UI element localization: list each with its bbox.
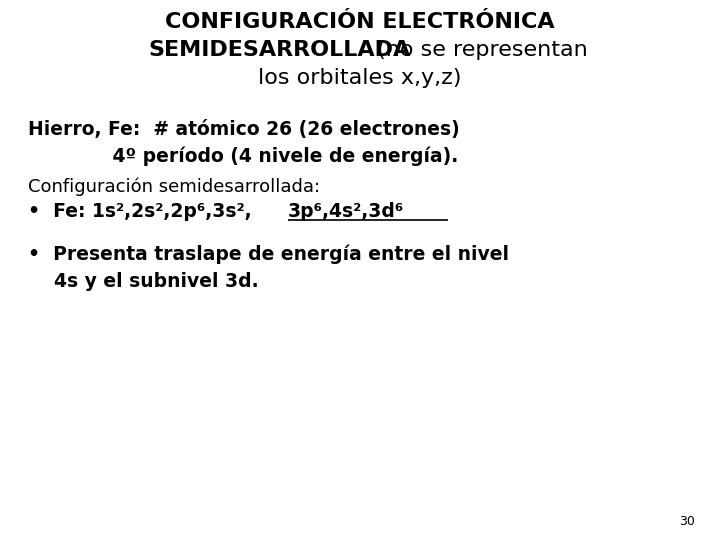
Text: •  Presenta traslape de energía entre el nivel: • Presenta traslape de energía entre el … [28, 245, 509, 265]
Text: (no se representan: (no se representan [370, 40, 588, 60]
Text: 3p⁶,4s²,3d⁶: 3p⁶,4s²,3d⁶ [288, 202, 404, 221]
Text: 4º período (4 nivele de energía).: 4º período (4 nivele de energía). [28, 147, 458, 166]
Text: los orbitales x,y,z): los orbitales x,y,z) [258, 68, 462, 88]
Text: Configuración semidesarrollada:: Configuración semidesarrollada: [28, 178, 320, 197]
Text: 30: 30 [679, 515, 695, 528]
Text: •  Fe: 1s²,2s²,2p⁶,3s²,: • Fe: 1s²,2s²,2p⁶,3s², [28, 202, 251, 221]
Text: SEMIDESARROLLADA: SEMIDESARROLLADA [148, 40, 410, 60]
Text: CONFIGURACIÓN ELECTRÓNICA: CONFIGURACIÓN ELECTRÓNICA [165, 12, 555, 32]
Text: Hierro, Fe:  # atómico 26 (26 electrones): Hierro, Fe: # atómico 26 (26 electrones) [28, 120, 460, 139]
Text: 4s y el subnivel 3d.: 4s y el subnivel 3d. [28, 272, 258, 291]
